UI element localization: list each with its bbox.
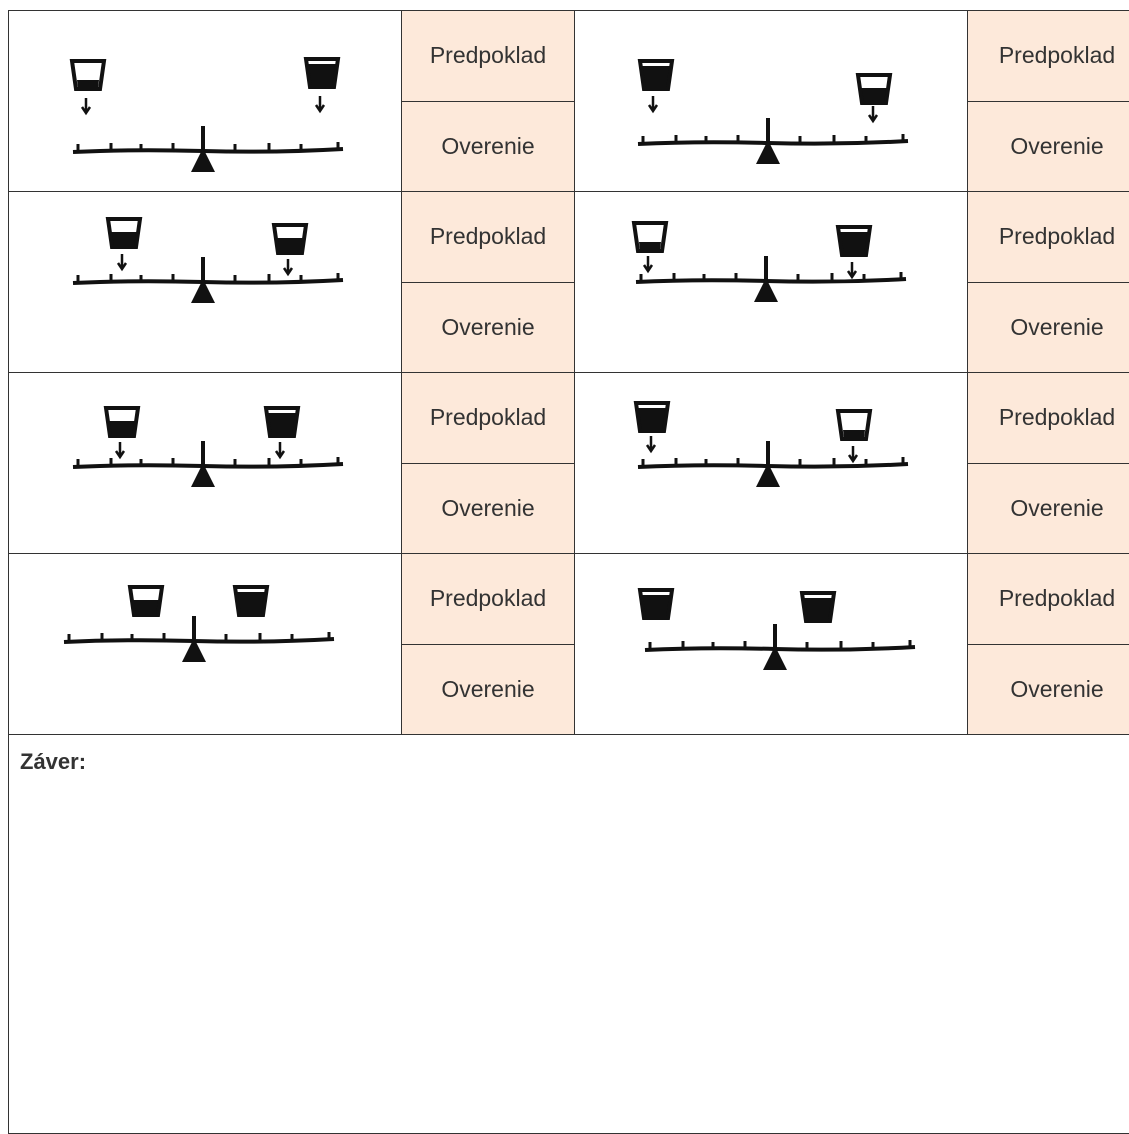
verification-label: Overenie xyxy=(401,462,575,554)
verification-label: Overenie xyxy=(401,281,575,373)
prediction-label: Predpoklad xyxy=(401,191,575,283)
prediction-label: Predpoklad xyxy=(967,191,1129,283)
conclusion: Záver: xyxy=(8,734,1129,1134)
image-cell xyxy=(574,10,968,192)
image-cell xyxy=(574,191,968,373)
verification-label: Overenie xyxy=(967,100,1129,192)
prediction-label: Predpoklad xyxy=(401,372,575,464)
image-cell xyxy=(8,10,402,192)
prediction-label: Predpoklad xyxy=(401,553,575,645)
image-cell xyxy=(8,372,402,554)
verification-label: Overenie xyxy=(967,643,1129,735)
image-cell xyxy=(8,553,402,735)
image-cell xyxy=(574,372,968,554)
image-cell xyxy=(574,553,968,735)
prediction-label: Predpoklad xyxy=(967,372,1129,464)
prediction-label: Predpoklad xyxy=(401,10,575,102)
verification-label: Overenie xyxy=(401,100,575,192)
verification-label: Overenie xyxy=(967,462,1129,554)
verification-label: Overenie xyxy=(401,643,575,735)
prediction-label: Predpoklad xyxy=(967,553,1129,645)
image-cell xyxy=(8,191,402,373)
prediction-label: Predpoklad xyxy=(967,10,1129,102)
verification-label: Overenie xyxy=(967,281,1129,373)
